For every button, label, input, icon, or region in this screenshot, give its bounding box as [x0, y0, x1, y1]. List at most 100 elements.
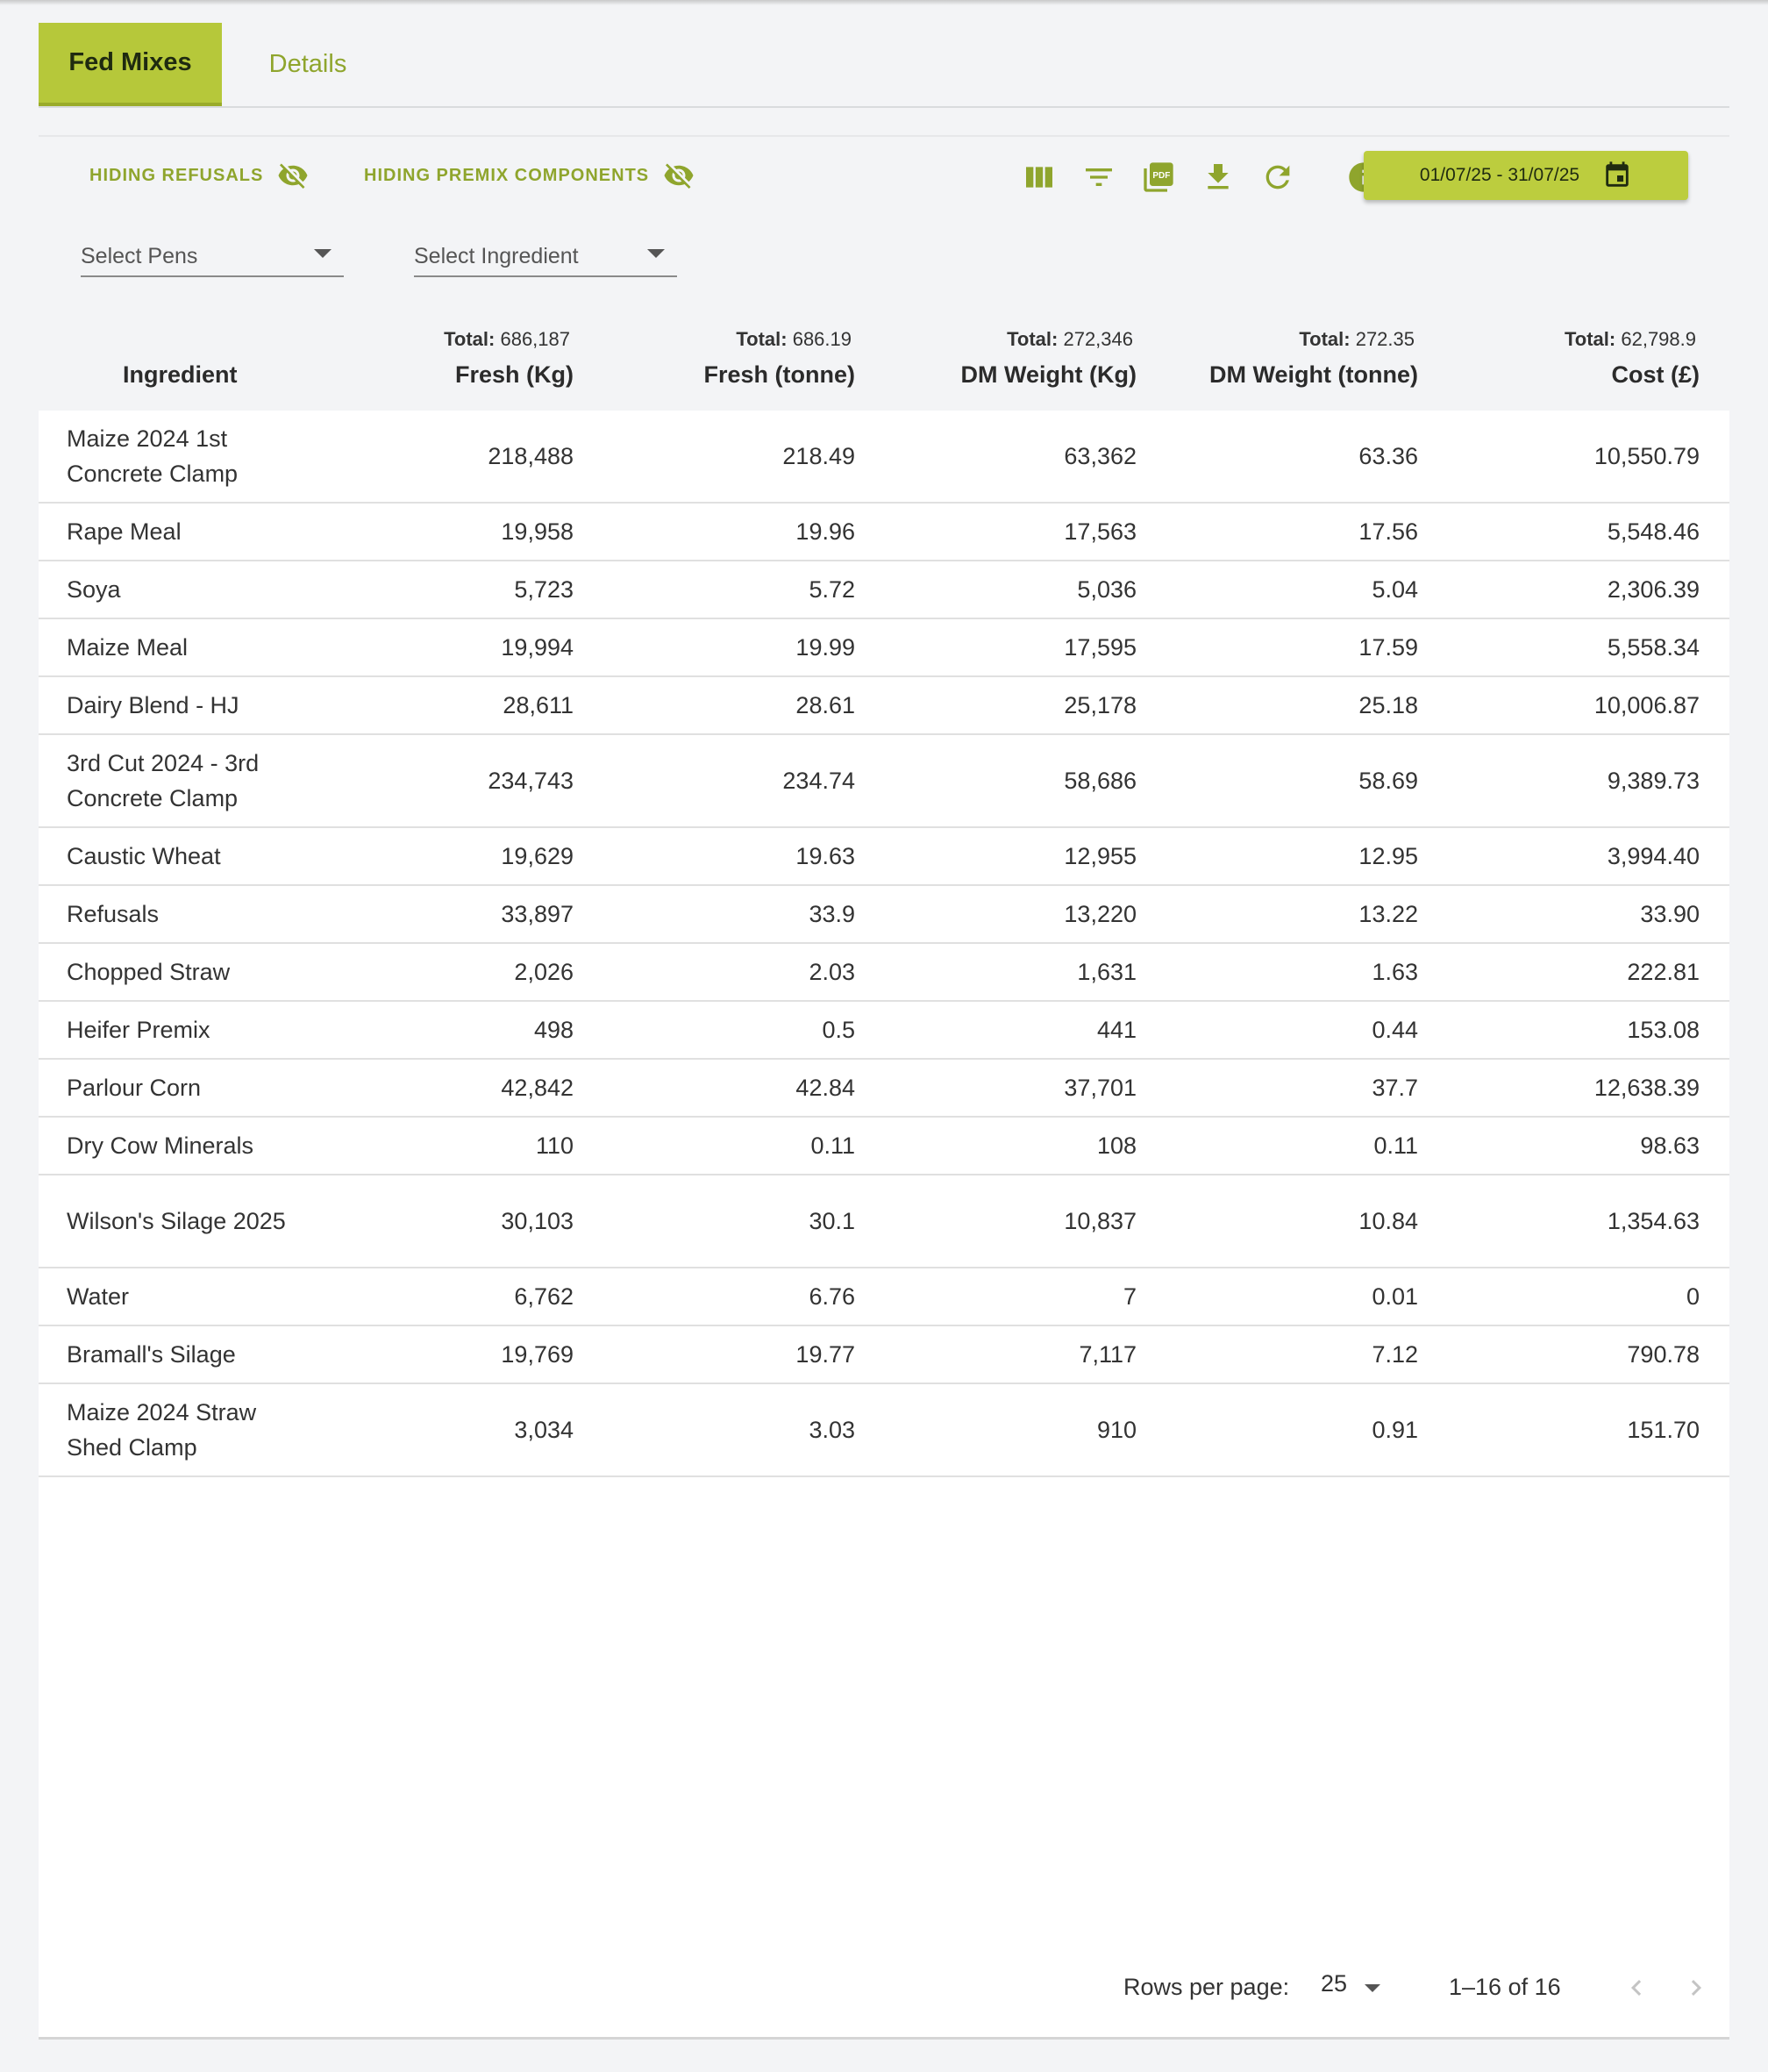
column-header[interactable]: Fresh (Kg) — [455, 361, 574, 388]
cell-ingredient: Rape Meal — [67, 518, 182, 545]
select-pens-placeholder: Select Pens — [81, 244, 198, 268]
total-value: 272,346 — [1063, 328, 1133, 350]
select-ingredient-dropdown[interactable]: Select Ingredient — [414, 235, 677, 277]
table-row[interactable]: Refusals 33,897 33.9 13,220 13.22 33.90 — [39, 886, 1729, 944]
cell-dm-t: 7.12 — [1372, 1340, 1418, 1368]
rows-per-page-select[interactable]: 25 — [1321, 1970, 1386, 2005]
table-row[interactable]: Maize 2024 Straw Shed Clamp 3,034 3.03 910 0… — [39, 1384, 1729, 1477]
table-row[interactable]: Caustic Wheat 19,629 19.63 12,955 12.95 3,994… — [39, 828, 1729, 886]
previous-page-button[interactable] — [1617, 1968, 1656, 2007]
column-header[interactable]: DM Weight (tonne) — [1209, 361, 1418, 388]
cell-ingredient: Maize 2024 Straw Shed Clamp — [67, 1399, 257, 1461]
hiding-premix-toggle[interactable]: HIDING PREMIX COMPONENTS — [364, 160, 695, 191]
pdf-icon: PDF — [1144, 162, 1173, 192]
columns-button[interactable] — [1020, 158, 1059, 196]
chevron-down-icon — [314, 249, 332, 258]
cell-dm-kg: 10,837 — [1064, 1207, 1137, 1234]
column-total: Total: 62,798.9 — [1565, 328, 1696, 351]
card-bottom-edge — [39, 2037, 1729, 2040]
refresh-icon — [1265, 165, 1290, 189]
table-row[interactable]: Water 6,762 6.76 7 0.01 0 — [39, 1268, 1729, 1326]
rows-per-page-label: Rows per page: — [1123, 1974, 1290, 2000]
table-row[interactable]: Wilson's Silage 2025 30,103 30.1 10,837 10.8… — [39, 1175, 1729, 1268]
table-row[interactable]: Soya 5,723 5.72 5,036 5.04 2,306.39 — [39, 561, 1729, 619]
cell-dm-t: 58.69 — [1358, 767, 1418, 794]
table-row[interactable]: 3rd Cut 2024 - 3rd Concrete Clamp 234,743… — [39, 735, 1729, 828]
total-label: Total: — [444, 328, 495, 350]
select-ingredient-placeholder: Select Ingredient — [414, 244, 579, 268]
cell-dm-t: 5.04 — [1372, 575, 1418, 603]
table-row[interactable]: Parlour Corn 42,842 42.84 37,701 37.7 12,638.… — [39, 1060, 1729, 1118]
hiding-premix-label: HIDING PREMIX COMPONENTS — [364, 165, 650, 185]
hiding-refusals-toggle[interactable]: HIDING REFUSALS — [89, 160, 309, 191]
cell-fresh-t: 19.63 — [795, 842, 855, 869]
tab-details[interactable]: Details — [268, 50, 347, 78]
cell-dm-kg: 5,036 — [1077, 575, 1137, 603]
cell-dm-kg: 13,220 — [1064, 900, 1137, 927]
cell-dm-t: 17.56 — [1358, 518, 1418, 545]
cell-fresh-t: 234.74 — [782, 767, 855, 794]
cell-cost: 3,994.40 — [1607, 842, 1700, 869]
tab-fed-mixes[interactable]: Fed Mixes — [39, 23, 222, 106]
table-row[interactable]: Maize Meal 19,994 19.99 17,595 17.59 5,558.34 — [39, 619, 1729, 677]
top-shadow — [0, 0, 1768, 5]
table-row[interactable]: Dairy Blend - HJ 28,611 28.61 25,178 25.18 10… — [39, 677, 1729, 735]
select-pens-dropdown[interactable]: Select Pens — [81, 235, 344, 277]
svg-text:PDF: PDF — [1152, 171, 1170, 181]
cell-fresh-t: 19.99 — [795, 633, 855, 661]
cell-ingredient: 3rd Cut 2024 - 3rd Concrete Clamp — [67, 750, 260, 811]
pagination-range: 1–16 of 16 — [1449, 1974, 1561, 2000]
filter-button[interactable] — [1080, 158, 1118, 196]
next-page-button[interactable] — [1677, 1968, 1715, 2007]
cell-fresh-t: 0.5 — [822, 1016, 855, 1043]
hiding-refusals-label: HIDING REFUSALS — [89, 165, 264, 185]
table-row[interactable]: Bramall's Silage 19,769 19.77 7,117 7.12 790.… — [39, 1326, 1729, 1384]
cell-ingredient: Chopped Straw — [67, 959, 231, 985]
toolbar-divider — [39, 135, 1729, 137]
table-row[interactable]: Heifer Premix 498 0.5 441 0.44 153.08 — [39, 1002, 1729, 1060]
cell-fresh-kg: 19,629 — [501, 842, 574, 869]
cell-dm-kg: 25,178 — [1064, 691, 1137, 718]
table-row[interactable]: Dry Cow Minerals 110 0.11 108 0.11 98.63 — [39, 1118, 1729, 1175]
cell-ingredient: Dry Cow Minerals — [67, 1132, 254, 1159]
cell-dm-kg: 12,955 — [1064, 842, 1137, 869]
cell-dm-t: 0.11 — [1373, 1132, 1418, 1159]
download-button[interactable] — [1199, 158, 1237, 196]
cell-dm-t: 25.18 — [1358, 691, 1418, 718]
column-header-ingredient[interactable]: Ingredient — [123, 361, 238, 388]
date-range-button[interactable]: 01/07/25 - 31/07/25 — [1364, 151, 1688, 200]
cell-cost: 9,389.73 — [1607, 767, 1700, 794]
table-row[interactable]: Rape Meal 19,958 19.96 17,563 17.56 5,548.46 — [39, 504, 1729, 561]
cell-fresh-t: 5.72 — [809, 575, 855, 603]
column-header[interactable]: DM Weight (Kg) — [960, 361, 1137, 388]
cell-dm-t: 13.22 — [1358, 900, 1418, 927]
cell-fresh-t: 3.03 — [809, 1416, 855, 1443]
cell-fresh-kg: 33,897 — [501, 900, 574, 927]
chevron-right-icon — [1691, 1980, 1701, 1996]
cell-dm-t: 63.36 — [1358, 442, 1418, 469]
column-header[interactable]: Cost (£) — [1611, 361, 1700, 388]
cell-ingredient: Dairy Blend - HJ — [67, 692, 239, 718]
cell-dm-t: 1.63 — [1372, 958, 1418, 985]
chevron-down-icon — [647, 249, 665, 258]
cell-fresh-t: 19.96 — [795, 518, 855, 545]
cell-ingredient: Maize Meal — [67, 634, 189, 661]
cell-fresh-kg: 6,762 — [514, 1282, 574, 1310]
report-card: Fed Mixes Details HIDING REFUSALS HIDING… — [39, 0, 1729, 2040]
table-pagination: Rows per page: 25 1–16 of 16 — [39, 1947, 1729, 2035]
total-label: Total: — [736, 328, 788, 350]
cell-dm-t: 0.01 — [1372, 1282, 1418, 1310]
cell-fresh-t: 19.77 — [795, 1340, 855, 1368]
cell-fresh-kg: 3,034 — [514, 1416, 574, 1443]
table-row[interactable]: Chopped Straw 2,026 2.03 1,631 1.63 222.81 — [39, 944, 1729, 1002]
cell-ingredient: Heifer Premix — [67, 1017, 210, 1043]
cell-dm-kg: 1,631 — [1077, 958, 1137, 985]
refresh-button[interactable] — [1258, 158, 1297, 196]
export-pdf-button[interactable]: PDF — [1139, 158, 1178, 196]
column-header[interactable]: Fresh (tonne) — [703, 361, 856, 388]
cell-cost: 98.63 — [1640, 1132, 1700, 1159]
total-label: Total: — [1564, 328, 1616, 350]
cell-fresh-t: 30.1 — [809, 1207, 855, 1234]
table-row[interactable]: Maize 2024 1st Concrete Clamp 218,488 218.… — [39, 411, 1729, 504]
cell-dm-kg: 37,701 — [1064, 1074, 1137, 1101]
